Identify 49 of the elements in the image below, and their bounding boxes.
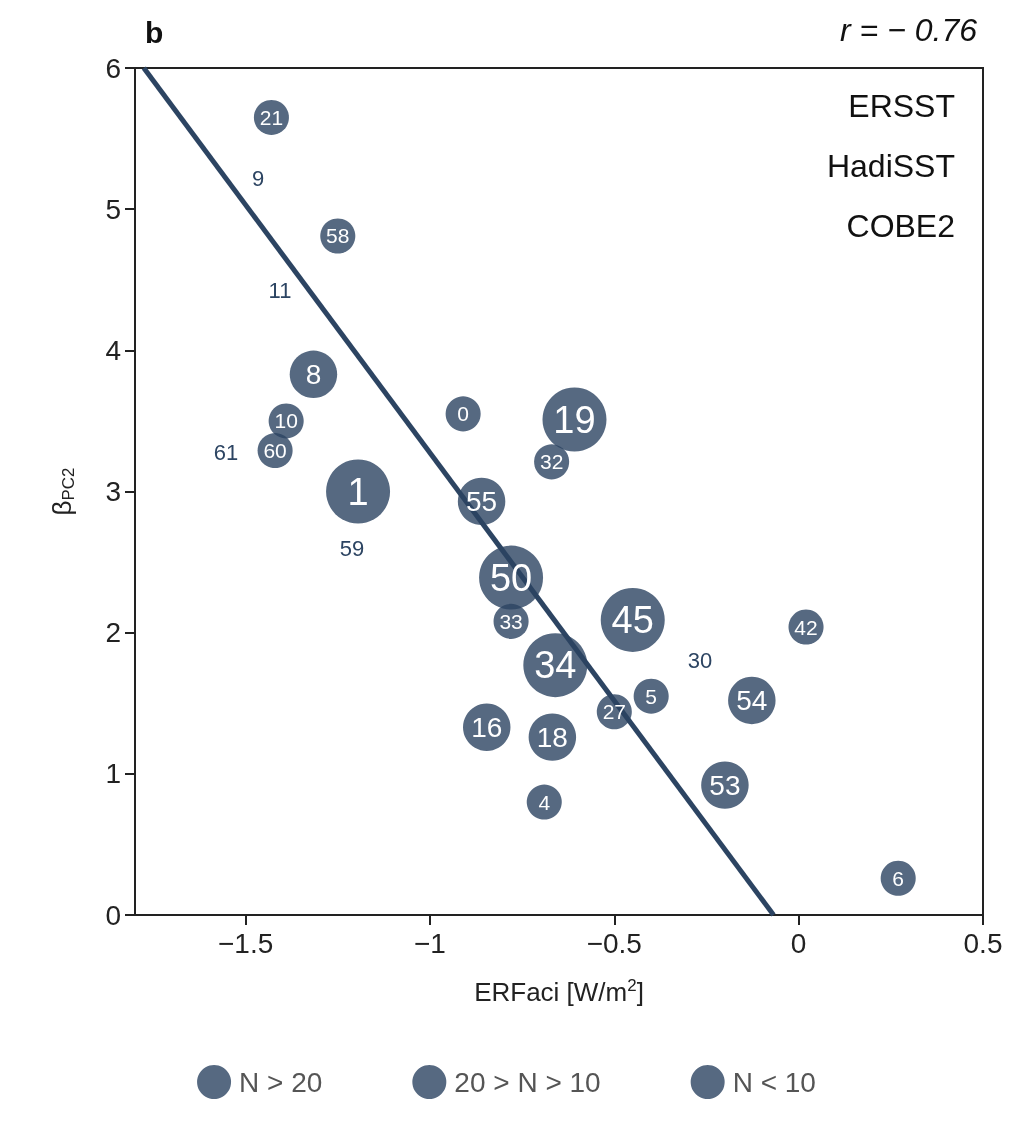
annotation: 6 (892, 866, 905, 890)
annotation: 59 (339, 535, 365, 561)
annotation: 60 (263, 439, 287, 463)
annotation: 45 (611, 598, 654, 641)
annotation: 33 (499, 609, 523, 633)
annotation: 34 (534, 644, 577, 687)
annotation: 19 (553, 398, 596, 441)
x-tick-label: 0.5 (963, 927, 1003, 959)
annotation: 54 (736, 684, 768, 716)
annotation: 11 (268, 277, 292, 303)
annotation: 18 (536, 721, 568, 753)
y-tick-label: 3 (105, 476, 121, 507)
annotation: HadiSST (826, 148, 955, 184)
annotation: 1 (347, 470, 369, 513)
annotation: 42 (794, 615, 818, 639)
x-tick-label: 0 (790, 927, 807, 959)
x-tick-label: −1 (413, 927, 446, 959)
text: r = − 0.76 (840, 12, 978, 48)
annotation: COBE2 (846, 208, 955, 244)
annotation: 8 (305, 358, 322, 390)
annotation: 27 (602, 700, 626, 724)
y-tick-label: 6 (105, 52, 121, 84)
y-tick-label: 4 (105, 334, 121, 366)
annotation: 0 (457, 402, 469, 426)
annotation: 61 (213, 439, 239, 465)
legend-label: N > 20 (239, 1066, 323, 1098)
y-tick-label: 1 (105, 758, 121, 790)
y-tick-label: 0 (105, 899, 121, 931)
annotation: 4 (538, 790, 551, 814)
annotation: ERSST (848, 88, 955, 124)
annotation: 10 (274, 409, 298, 433)
y-axis-title: βPC2 (47, 467, 78, 516)
annotation: 5 (645, 684, 658, 708)
y-tick-label: 5 (105, 193, 121, 225)
annotation: 55 (466, 485, 498, 517)
annotation: 58 (326, 224, 350, 248)
x-tick-label: −1.5 (217, 927, 274, 959)
annotation: 53 (709, 769, 741, 801)
legend-label: 20 > N > 10 (454, 1066, 601, 1098)
x-tick-label: −0.5 (586, 927, 642, 959)
annotation: 9 (251, 165, 265, 191)
legend-label: N < 10 (732, 1066, 816, 1098)
y-tick-label: 2 (105, 617, 121, 649)
annotation: 50 (489, 556, 533, 599)
annotation: 16 (471, 711, 503, 743)
chart-title: b (145, 15, 164, 49)
annotation: 32 (539, 450, 564, 474)
annotation: 21 (259, 105, 284, 129)
annotation: 30 (687, 647, 713, 673)
